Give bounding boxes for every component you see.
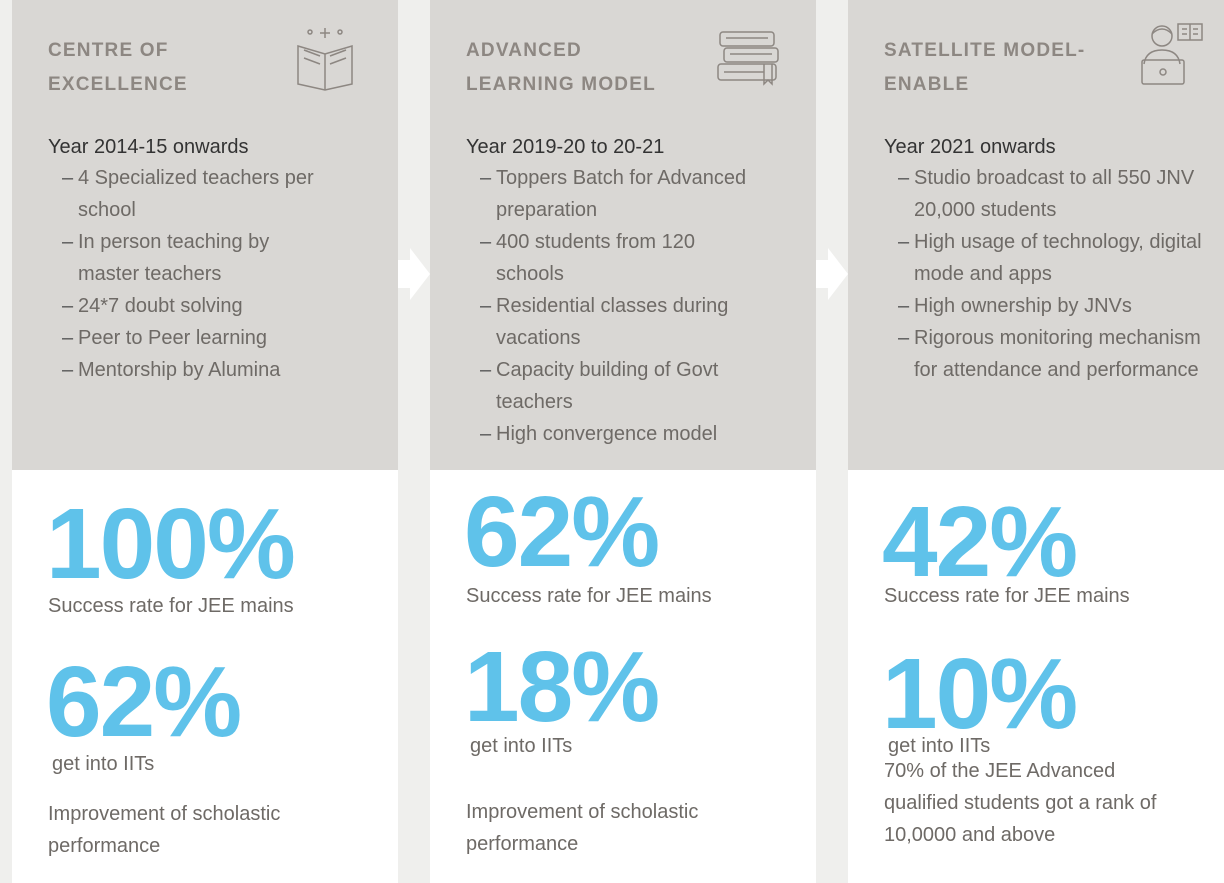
title-line: CENTRE OF (48, 40, 169, 61)
stat-label: get into IITs (888, 735, 991, 757)
stat-label: Success rate for JEE mains (884, 585, 1130, 607)
bullet: Rigorous monitoring mechanism for attend… (898, 322, 1214, 386)
card: CENTRE OF EXCELLENCE Year 2014-15 onwards 4… (12, 0, 398, 883)
stat-label: Success rate for JEE mains (466, 585, 712, 607)
stat-value: 62% (464, 476, 660, 588)
bullet: High ownership by JNVs (898, 290, 1214, 322)
arrow (816, 248, 848, 300)
card-title: SATELLITE MODEL- ENABLE (884, 34, 1085, 102)
title-line: LEARNING MODEL (466, 74, 656, 95)
bullet: Residential classes during vacations (480, 290, 758, 354)
bullet: High convergence model (480, 418, 758, 450)
icon (714, 28, 784, 93)
bullet: 24*7 doubt solving (62, 290, 318, 322)
stat-label: get into IITs (470, 735, 573, 757)
stat-value: 100% (46, 488, 296, 600)
bullet: Peer to Peer learning (62, 322, 318, 354)
stat-value: 42% (882, 486, 1078, 598)
card-title: CENTRE OF EXCELLENCE (48, 34, 188, 102)
stat-label: Success rate for JEE mains (48, 595, 294, 617)
note: Improvement of scholastic performance (466, 801, 699, 855)
bullet: High usage of technology, digital mode a… (898, 226, 1214, 290)
note: Improvement of scholastic performance (48, 803, 281, 857)
card: ADVANCED LEARNING MODEL Year 2019-20 to 20… (430, 0, 816, 883)
bullet: In person teaching by master teachers (62, 226, 318, 290)
bullet: 4 Specialized teachers per school (62, 162, 318, 226)
card: SATELLITE MODEL- ENABLE Year 2021 onwards S… (848, 0, 1224, 883)
icon (1136, 20, 1206, 91)
stat-value: 10% (882, 638, 1078, 750)
bullet-list: Studio broadcast to all 550 JNV 20,000 s… (898, 162, 1214, 386)
card-title: ADVANCED LEARNING MODEL (466, 34, 656, 102)
stat-value: 62% (46, 646, 242, 758)
period: Year 2019-20 to 20-21 (466, 136, 665, 158)
icon (290, 24, 360, 99)
title-line: SATELLITE MODEL- (884, 40, 1086, 61)
title-line: ADVANCED (466, 40, 582, 61)
bullet: Toppers Batch for Advanced preparation (480, 162, 758, 226)
period: Year 2014-15 onwards (48, 136, 249, 158)
period: Year 2021 onwards (884, 136, 1056, 158)
title-line: EXCELLENCE (48, 74, 188, 95)
stat-label: get into IITs (52, 753, 155, 775)
title-line: ENABLE (884, 74, 970, 95)
bullet: Studio broadcast to all 550 JNV 20,000 s… (898, 162, 1214, 226)
bullet-list: Toppers Batch for Advanced preparation40… (480, 162, 758, 450)
arrow (398, 248, 430, 300)
bullet: Mentorship by Alumina (62, 354, 318, 386)
bullet: Capacity building of Govt teachers (480, 354, 758, 418)
note: 70% of the JEE Advanced qualified studen… (884, 760, 1157, 846)
bullet-list: 4 Specialized teachers per schoolIn pers… (62, 162, 318, 386)
stat-value: 18% (464, 631, 660, 743)
bullet: 400 students from 120 schools (480, 226, 758, 290)
